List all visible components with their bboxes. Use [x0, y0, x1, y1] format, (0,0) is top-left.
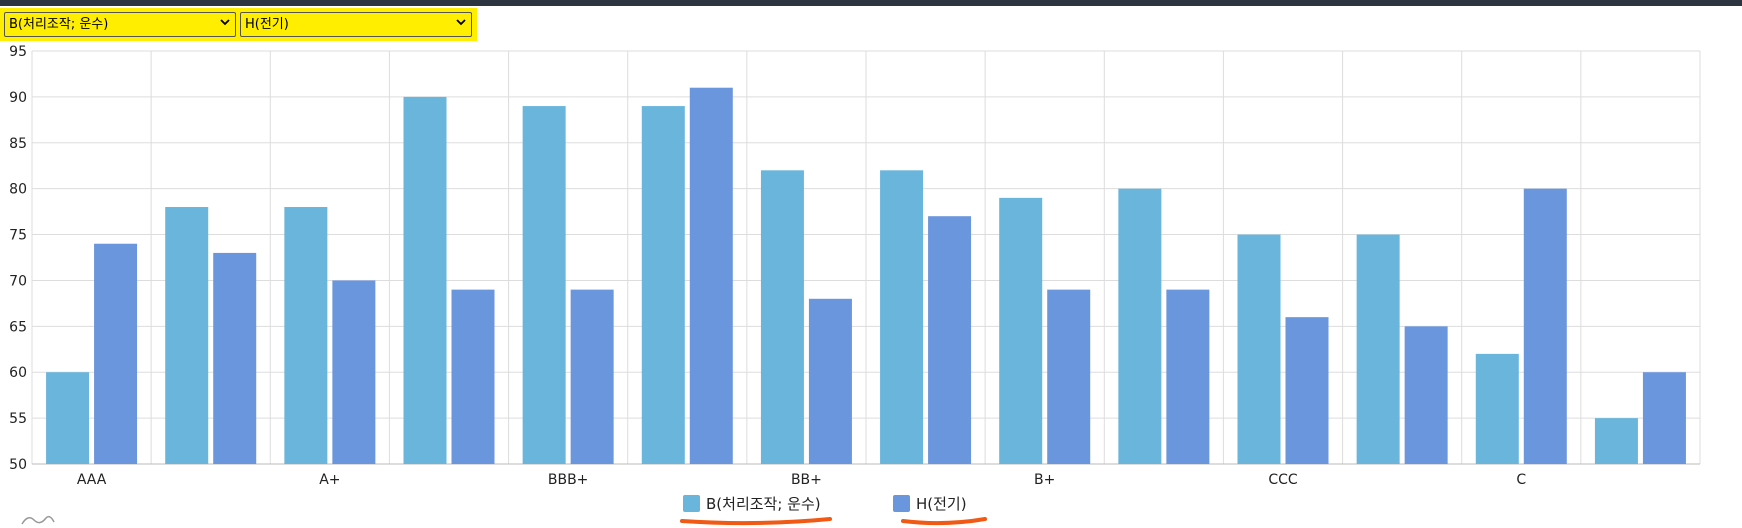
- bar-series-2: [1523, 188, 1567, 464]
- legend-label: H(전기): [916, 495, 967, 513]
- bar-series-2: [1047, 289, 1091, 464]
- y-tick-label: 75: [9, 228, 27, 244]
- top-bar: [0, 0, 1742, 6]
- y-tick-label: 90: [9, 90, 27, 106]
- bar-series-1: [522, 106, 566, 465]
- bar-series-2: [570, 289, 614, 464]
- bar-series-2: [213, 252, 257, 464]
- bar-series-2: [1404, 326, 1448, 464]
- bar-series-1: [284, 207, 328, 464]
- bar-series-2: [689, 87, 733, 464]
- bar-series-2: [1642, 372, 1686, 464]
- bar-series-1: [999, 197, 1043, 464]
- x-tick-label: B+: [1034, 472, 1055, 488]
- bar-series-2: [808, 298, 852, 464]
- x-tick-label: BBB+: [548, 472, 589, 488]
- y-tick-label: 55: [9, 411, 27, 427]
- legend-swatch: [683, 495, 700, 512]
- bar-series-2: [1285, 317, 1329, 464]
- bar-series-2: [928, 216, 972, 464]
- y-tick-label: 80: [9, 182, 27, 198]
- bar-series-1: [1594, 418, 1638, 464]
- bar-series-1: [1475, 353, 1519, 464]
- x-tick-label: A+: [319, 472, 340, 488]
- y-tick-label: 70: [9, 273, 27, 289]
- bar-series-1: [1356, 234, 1400, 464]
- legend-swatch: [893, 495, 910, 512]
- y-tick-label: 85: [9, 136, 27, 152]
- bar-series-1: [641, 106, 685, 465]
- bar-series-2: [451, 289, 495, 464]
- bar-series-2: [332, 280, 376, 464]
- bar-series-1: [760, 170, 804, 465]
- y-tick-label: 50: [9, 457, 27, 473]
- x-tick-label: BB+: [791, 472, 822, 488]
- bar-series-2: [1166, 289, 1210, 464]
- y-tick-label: 95: [9, 44, 27, 60]
- legend-label: B(처리조작; 운수): [706, 495, 821, 513]
- bar-series-2: [94, 243, 138, 464]
- legend-underline-annotation: [901, 517, 987, 526]
- second-series-select[interactable]: H(전기): [240, 12, 472, 37]
- y-tick-label: 60: [9, 365, 27, 381]
- legend-underline-annotation: [680, 517, 832, 526]
- bar-series-1: [1118, 188, 1162, 464]
- bar-series-1: [46, 372, 90, 464]
- first-series-select[interactable]: B(처리조작; 운수): [4, 12, 236, 37]
- bar-series-1: [403, 96, 447, 464]
- y-tick-label: 65: [9, 319, 27, 335]
- x-tick-label: CCC: [1268, 472, 1298, 488]
- chart-watermark-icon: [21, 515, 55, 525]
- x-tick-label: AAA: [77, 472, 107, 488]
- bar-series-1: [1237, 234, 1281, 464]
- x-tick-label: C: [1516, 472, 1526, 488]
- bar-series-1: [880, 170, 924, 465]
- bar-series-1: [165, 207, 209, 464]
